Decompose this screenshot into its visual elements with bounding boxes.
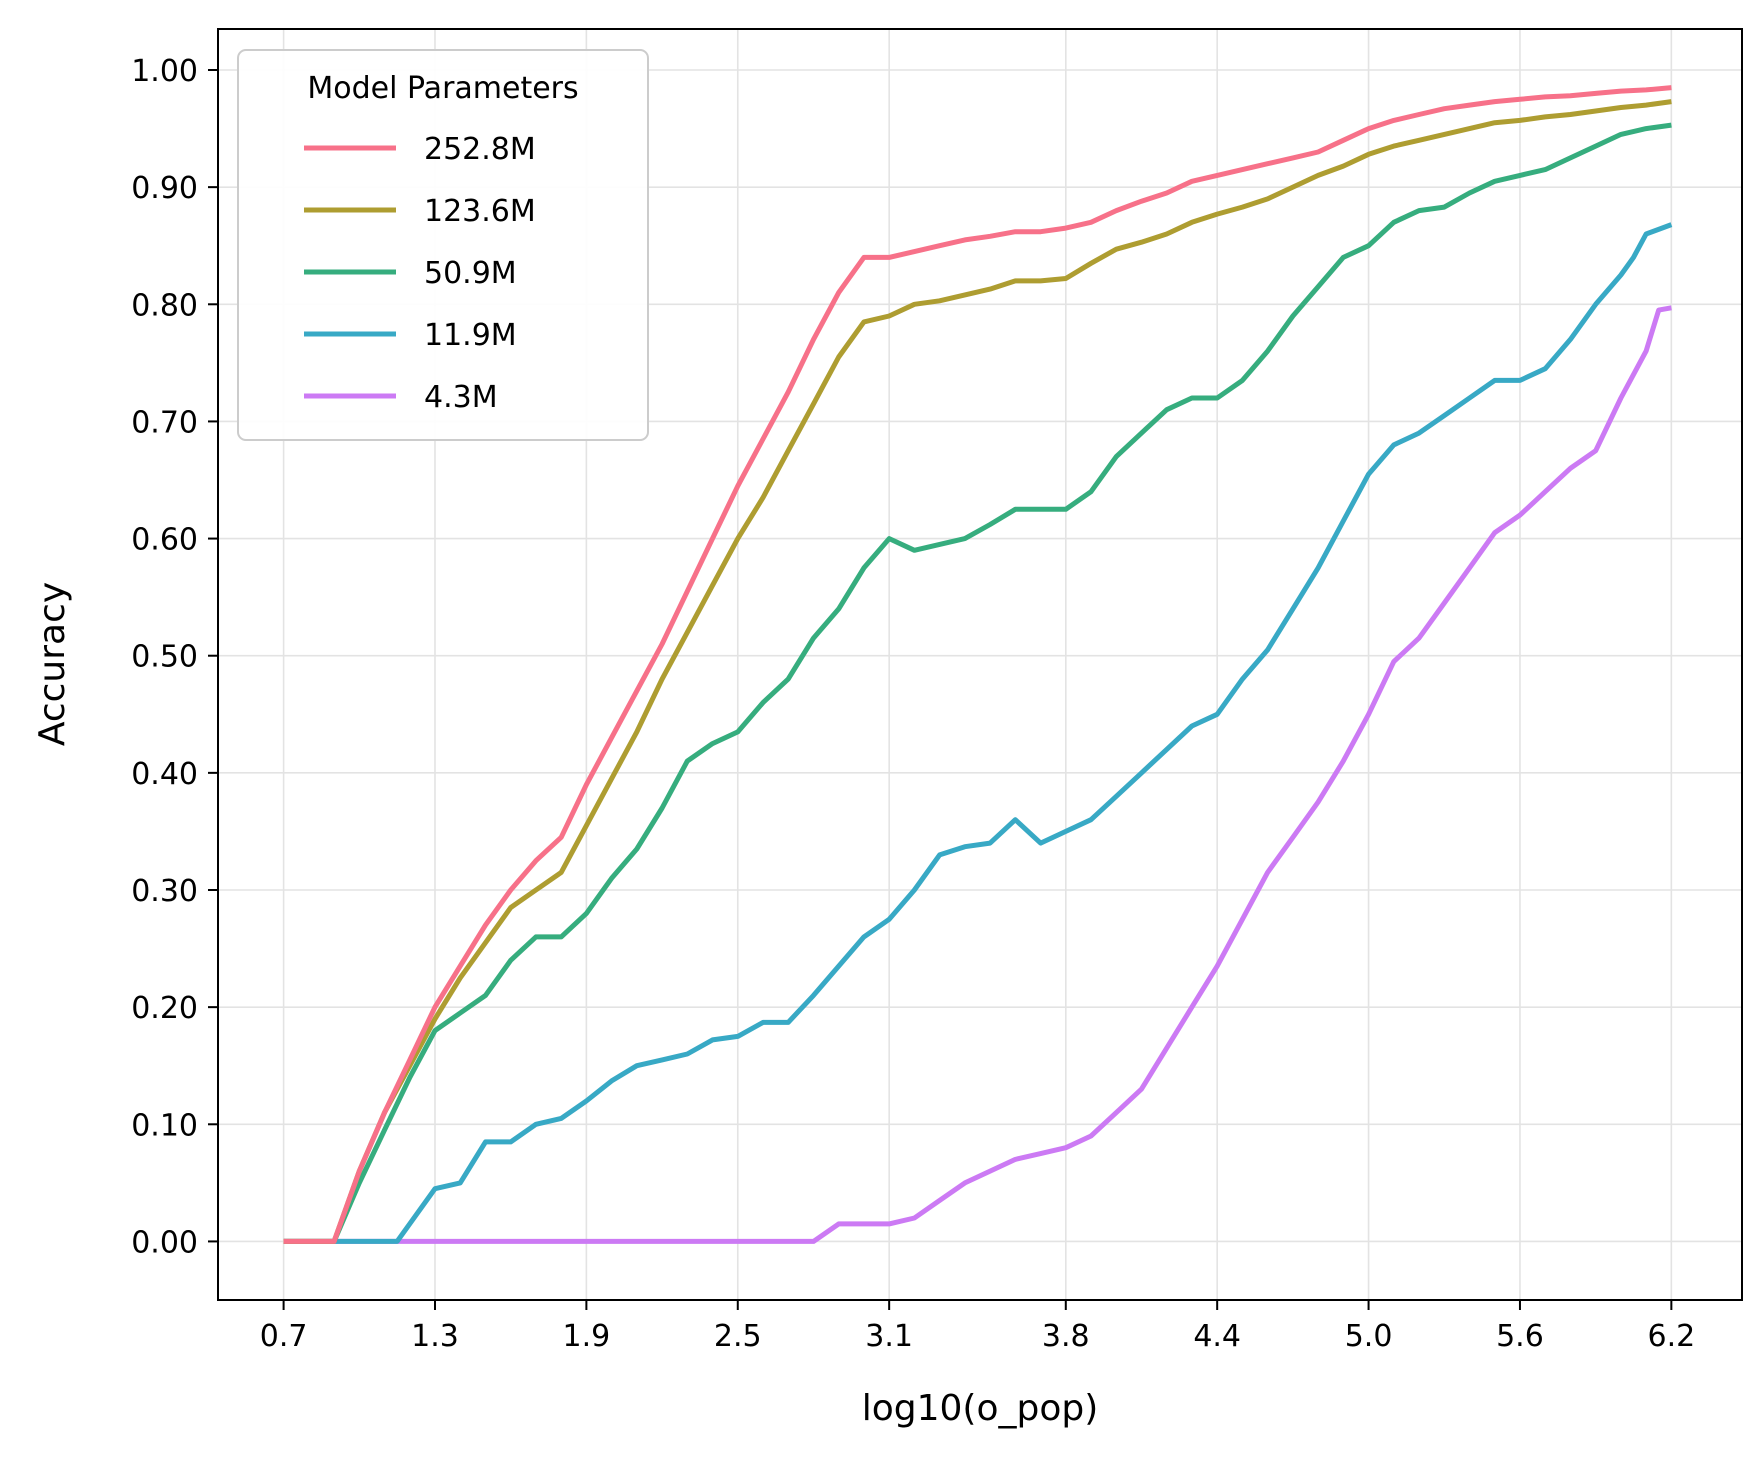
x-tick-label: 0.7: [260, 1319, 308, 1354]
x-tick-label: 6.2: [1647, 1319, 1695, 1354]
y-tick-label: 0.10: [131, 1108, 198, 1143]
x-tick-label: 1.3: [411, 1319, 459, 1354]
y-tick-label: 0.50: [131, 640, 198, 675]
series-layer: [283, 85, 1673, 1244]
plot-frame: [217, 28, 1743, 1301]
x-tick-label: 5.6: [1496, 1319, 1544, 1354]
x-tick-label: 5.0: [1345, 1319, 1393, 1354]
y-tick-label: 0.00: [131, 1225, 198, 1260]
x-tick-label: 3.1: [865, 1319, 913, 1354]
legend: Model Parameters 252.8M 123.6M 50.9M 11.9M 4…: [237, 49, 649, 441]
series-line-123-6m: [283, 99, 1672, 1244]
series-line-50-9m: [283, 122, 1672, 1244]
y-tick-label: 1.00: [131, 54, 198, 89]
y-tick-label: 0.90: [131, 171, 198, 206]
x-tick-label: 3.8: [1042, 1319, 1090, 1354]
series-line-4-3m: [283, 305, 1672, 1244]
series-line-11-9m: [283, 222, 1673, 1244]
legend-label: 4.3M: [424, 380, 498, 415]
legend-label: 252.8M: [424, 132, 536, 167]
y-tick-label: 0.30: [131, 874, 198, 909]
legend-label: 50.9M: [424, 256, 517, 291]
x-axis-title: log10(o_pop): [862, 1388, 1099, 1429]
legend-label: 11.9M: [424, 318, 517, 353]
y-axis-title: Accuracy: [32, 582, 73, 746]
legend-entries: 252.8M 123.6M 50.9M 11.9M 4.3M: [304, 132, 536, 415]
y-tick-label: 0.70: [131, 405, 198, 440]
y-tick-label: 0.60: [131, 523, 198, 558]
series-line-252-8m: [283, 85, 1672, 1244]
legend-label: 123.6M: [424, 194, 536, 229]
y-tick-label: 0.40: [131, 757, 198, 792]
x-tick-label: 2.5: [714, 1319, 762, 1354]
x-tick-label: 4.4: [1193, 1319, 1241, 1354]
legend-title: Model Parameters: [307, 71, 578, 106]
y-tick-label: 0.80: [131, 288, 198, 323]
x-tick-label: 1.9: [563, 1319, 611, 1354]
tick-layer: 0.7 1.3 1.9 2.5 3.1 3.8 4.4 5.0 5.6 6.2 0.00 0.10 0.…: [131, 54, 1695, 1354]
y-tick-label: 0.20: [131, 991, 198, 1026]
